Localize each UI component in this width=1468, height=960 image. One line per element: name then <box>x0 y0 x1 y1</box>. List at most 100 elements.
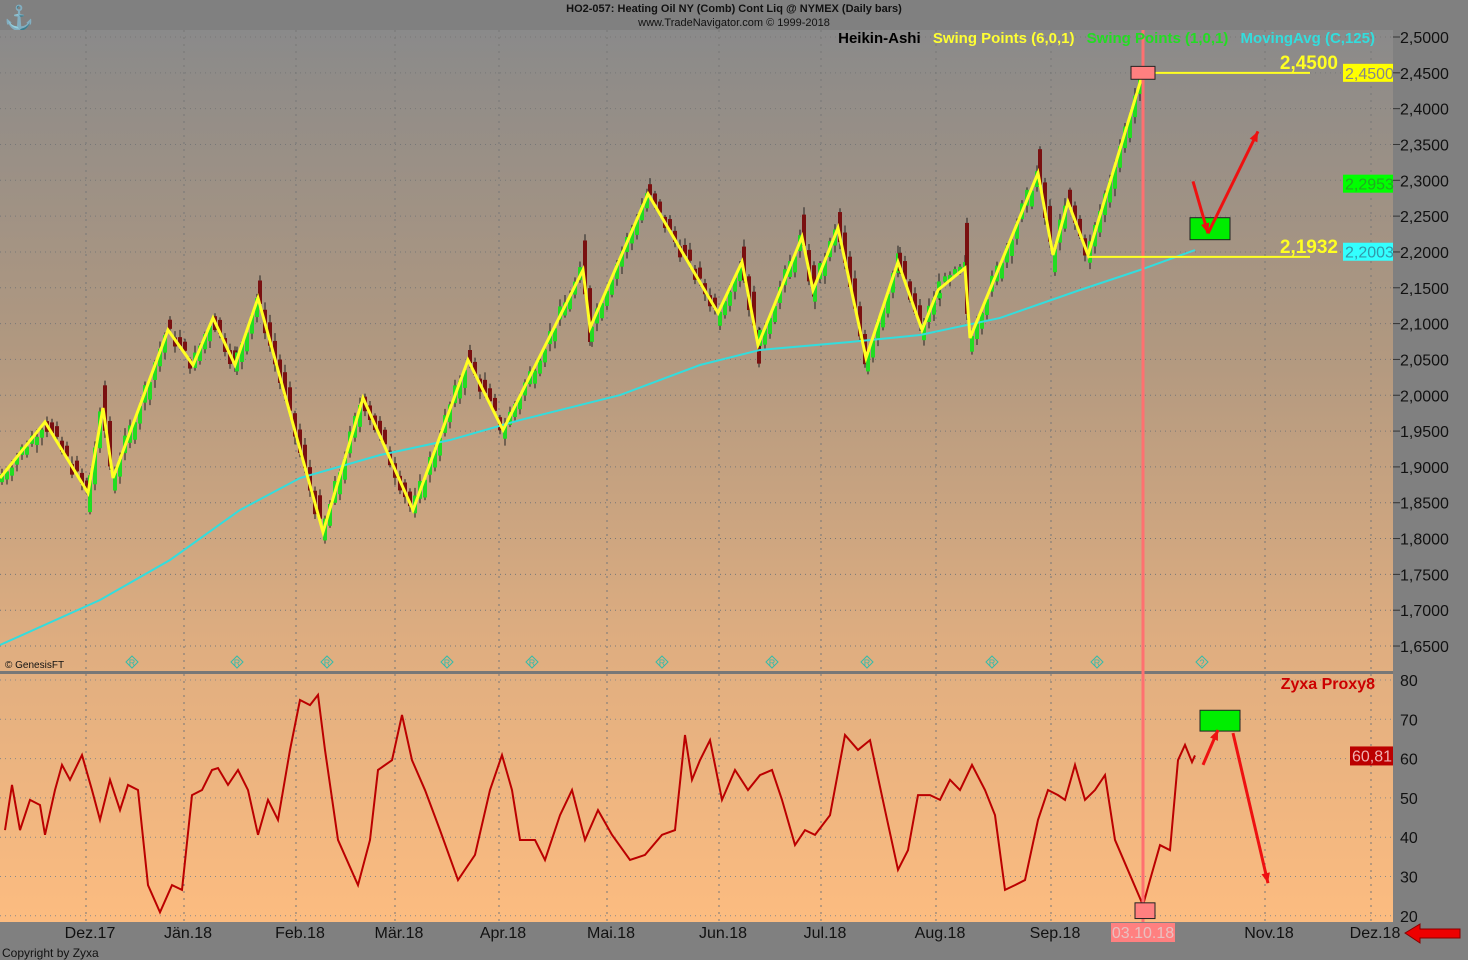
legend-swing-points-1: Swing Points (1,0,1) <box>1086 30 1229 47</box>
osc-tick-label: 50 <box>1400 791 1418 808</box>
price-tick-label: 2,0000 <box>1400 388 1449 405</box>
candle-body <box>433 449 437 468</box>
candle-body <box>273 340 277 365</box>
candle-body <box>866 351 870 372</box>
candle-body <box>881 307 885 328</box>
arrow-head-icon <box>1261 872 1270 884</box>
candle-body <box>55 426 59 437</box>
candle-body <box>1068 189 1072 207</box>
candle-body <box>673 230 677 242</box>
x-tick-label: Dez.17 <box>65 925 116 942</box>
candle-body <box>1048 206 1052 242</box>
candle-body <box>645 193 649 209</box>
marker-diamond-icon <box>1195 655 1209 669</box>
price-tick-label: 2,4500 <box>1400 66 1449 83</box>
candle-body <box>483 379 487 393</box>
marker-diamond-icon <box>525 655 539 669</box>
candle-body <box>538 360 542 374</box>
candle-body <box>303 444 307 469</box>
candle-body <box>113 473 117 491</box>
x-tick-label: Dez.18 <box>1350 925 1401 942</box>
plot-background <box>0 30 1393 922</box>
candle-body <box>965 222 969 314</box>
osc-tick-label: 80 <box>1400 673 1418 690</box>
x-tick-label: Nov.18 <box>1244 925 1294 942</box>
genesis-credit: © GenesisFT <box>5 660 65 671</box>
x-tick-label: Sep.18 <box>1030 925 1081 942</box>
candle-body <box>438 437 442 456</box>
candle-body <box>208 325 212 342</box>
candle-body <box>35 436 39 445</box>
candle-body <box>1053 249 1057 273</box>
price-tick-label: 2,0500 <box>1400 352 1449 369</box>
scroll-right-arrow-icon[interactable] <box>1404 923 1461 944</box>
candle-body <box>343 457 347 480</box>
arrow-head-icon <box>1201 222 1210 234</box>
candle-body <box>757 329 761 364</box>
candle-body <box>718 311 722 326</box>
osc-value-tag <box>1350 746 1393 766</box>
price-tick-label: 2,3500 <box>1400 137 1449 154</box>
candle-body <box>975 323 979 340</box>
marker-label: R <box>659 658 666 668</box>
candle-body <box>10 467 14 476</box>
candle-body <box>553 328 557 342</box>
chart-title: HO2-057: Heating Oil NY (Comb) Cont Liq … <box>566 3 902 15</box>
tradenavigator-logo-icon: ⚓ <box>4 5 34 32</box>
price-tick-label: 1,7500 <box>1400 567 1449 584</box>
candle-body <box>1010 240 1014 256</box>
candle-body <box>943 276 947 282</box>
candle-body <box>802 214 806 246</box>
candle-body <box>768 317 772 334</box>
candle-body <box>1005 246 1009 263</box>
candle-body <box>240 342 244 362</box>
candle-body <box>25 446 29 455</box>
price-tick-label: 1,8000 <box>1400 532 1449 549</box>
candle-body <box>1038 149 1042 185</box>
x-tick-label: Jul.18 <box>804 925 847 942</box>
price-tick-label: 2,1000 <box>1400 317 1449 334</box>
pane-divider[interactable] <box>0 671 1393 674</box>
price-tick-label: 1,8500 <box>1400 496 1449 513</box>
candle-body <box>843 232 847 263</box>
candle-body <box>1043 182 1047 218</box>
candle-body <box>158 348 162 367</box>
candle-body <box>615 263 619 279</box>
candle-body <box>958 266 962 273</box>
candle-body <box>728 291 732 306</box>
candle-body <box>1015 222 1019 239</box>
osc-tick-label: 60 <box>1400 752 1418 769</box>
price-tag-label: 2,4500 <box>1345 66 1394 83</box>
candle-body <box>605 290 609 306</box>
x-tick-label: Jun.18 <box>699 925 747 942</box>
candle-body <box>308 467 312 491</box>
candle-body <box>903 261 907 280</box>
candle-body <box>255 298 259 318</box>
candle-body <box>763 328 767 345</box>
candle-body <box>75 460 79 472</box>
candle-body <box>50 422 54 434</box>
candle-body <box>853 278 857 309</box>
candle-body <box>133 422 137 440</box>
candle-body <box>268 322 272 346</box>
price-tick-label: 1,9000 <box>1400 460 1449 477</box>
candle-body <box>610 279 614 295</box>
candle-body <box>891 273 895 293</box>
candle-body <box>40 429 44 438</box>
price-tick-label: 1,9500 <box>1400 424 1449 441</box>
candle-body <box>298 429 302 453</box>
arrow-head-icon <box>1249 131 1258 143</box>
legend-heikin-ashi: Heikin-Ashi <box>838 30 921 47</box>
marker-diamond-icon <box>320 655 334 669</box>
legend-moving-avg: MovingAvg (C,125) <box>1240 30 1375 47</box>
candle-body <box>970 335 974 352</box>
level-label: 2,4500 <box>1280 53 1338 74</box>
marker-label: R <box>864 658 871 668</box>
candle-body <box>103 385 107 431</box>
arrow-head-icon <box>1210 729 1218 741</box>
candle-body <box>568 296 572 310</box>
candle-body <box>668 219 672 231</box>
candle-body <box>318 495 322 519</box>
marker-diamond-icon <box>125 655 139 669</box>
